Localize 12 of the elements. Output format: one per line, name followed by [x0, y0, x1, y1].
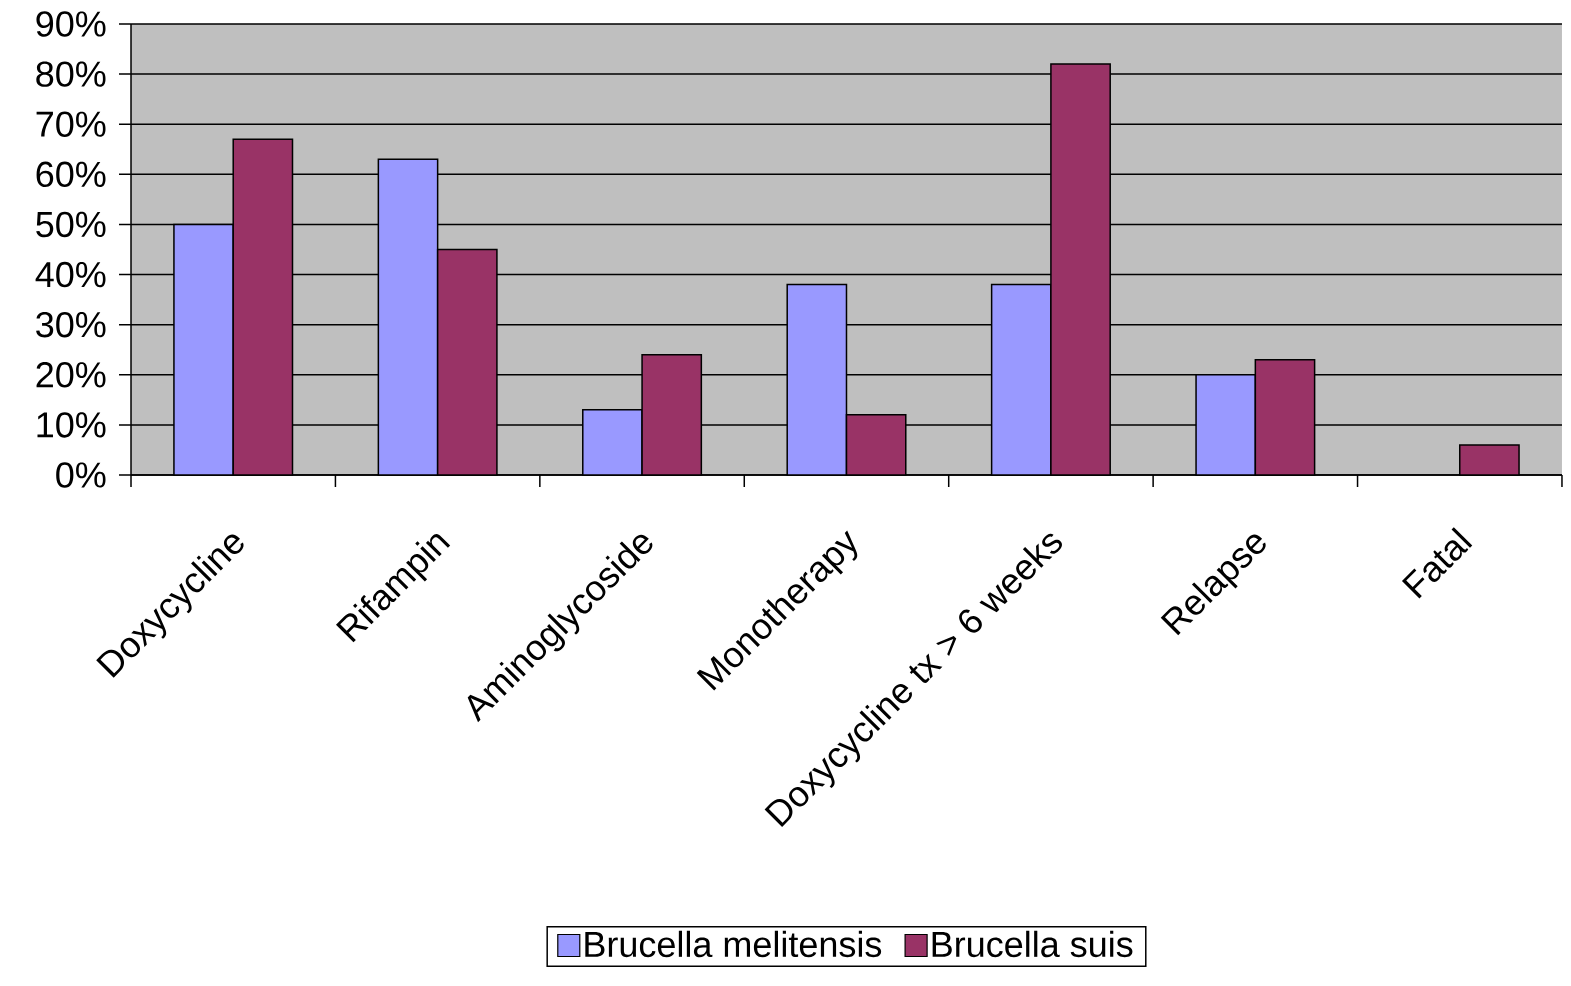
legend-label: Brucella melitensis	[585, 930, 882, 958]
legend-label: Brucella suis	[932, 930, 1133, 958]
y-tick-label: 0%	[56, 462, 106, 488]
y-tick-label: 90%	[36, 11, 106, 37]
y-tick-label: 80%	[36, 61, 106, 87]
y-tick-label: 20%	[36, 362, 106, 388]
y-tick-label: 10%	[37, 412, 106, 438]
y-tick-label: 70%	[36, 111, 106, 137]
y-tick-label: 30%	[36, 311, 106, 338]
y-tick-label: 60%	[36, 161, 106, 188]
y-tick-label: 50%	[36, 211, 106, 238]
y-tick-label: 40%	[35, 261, 106, 288]
